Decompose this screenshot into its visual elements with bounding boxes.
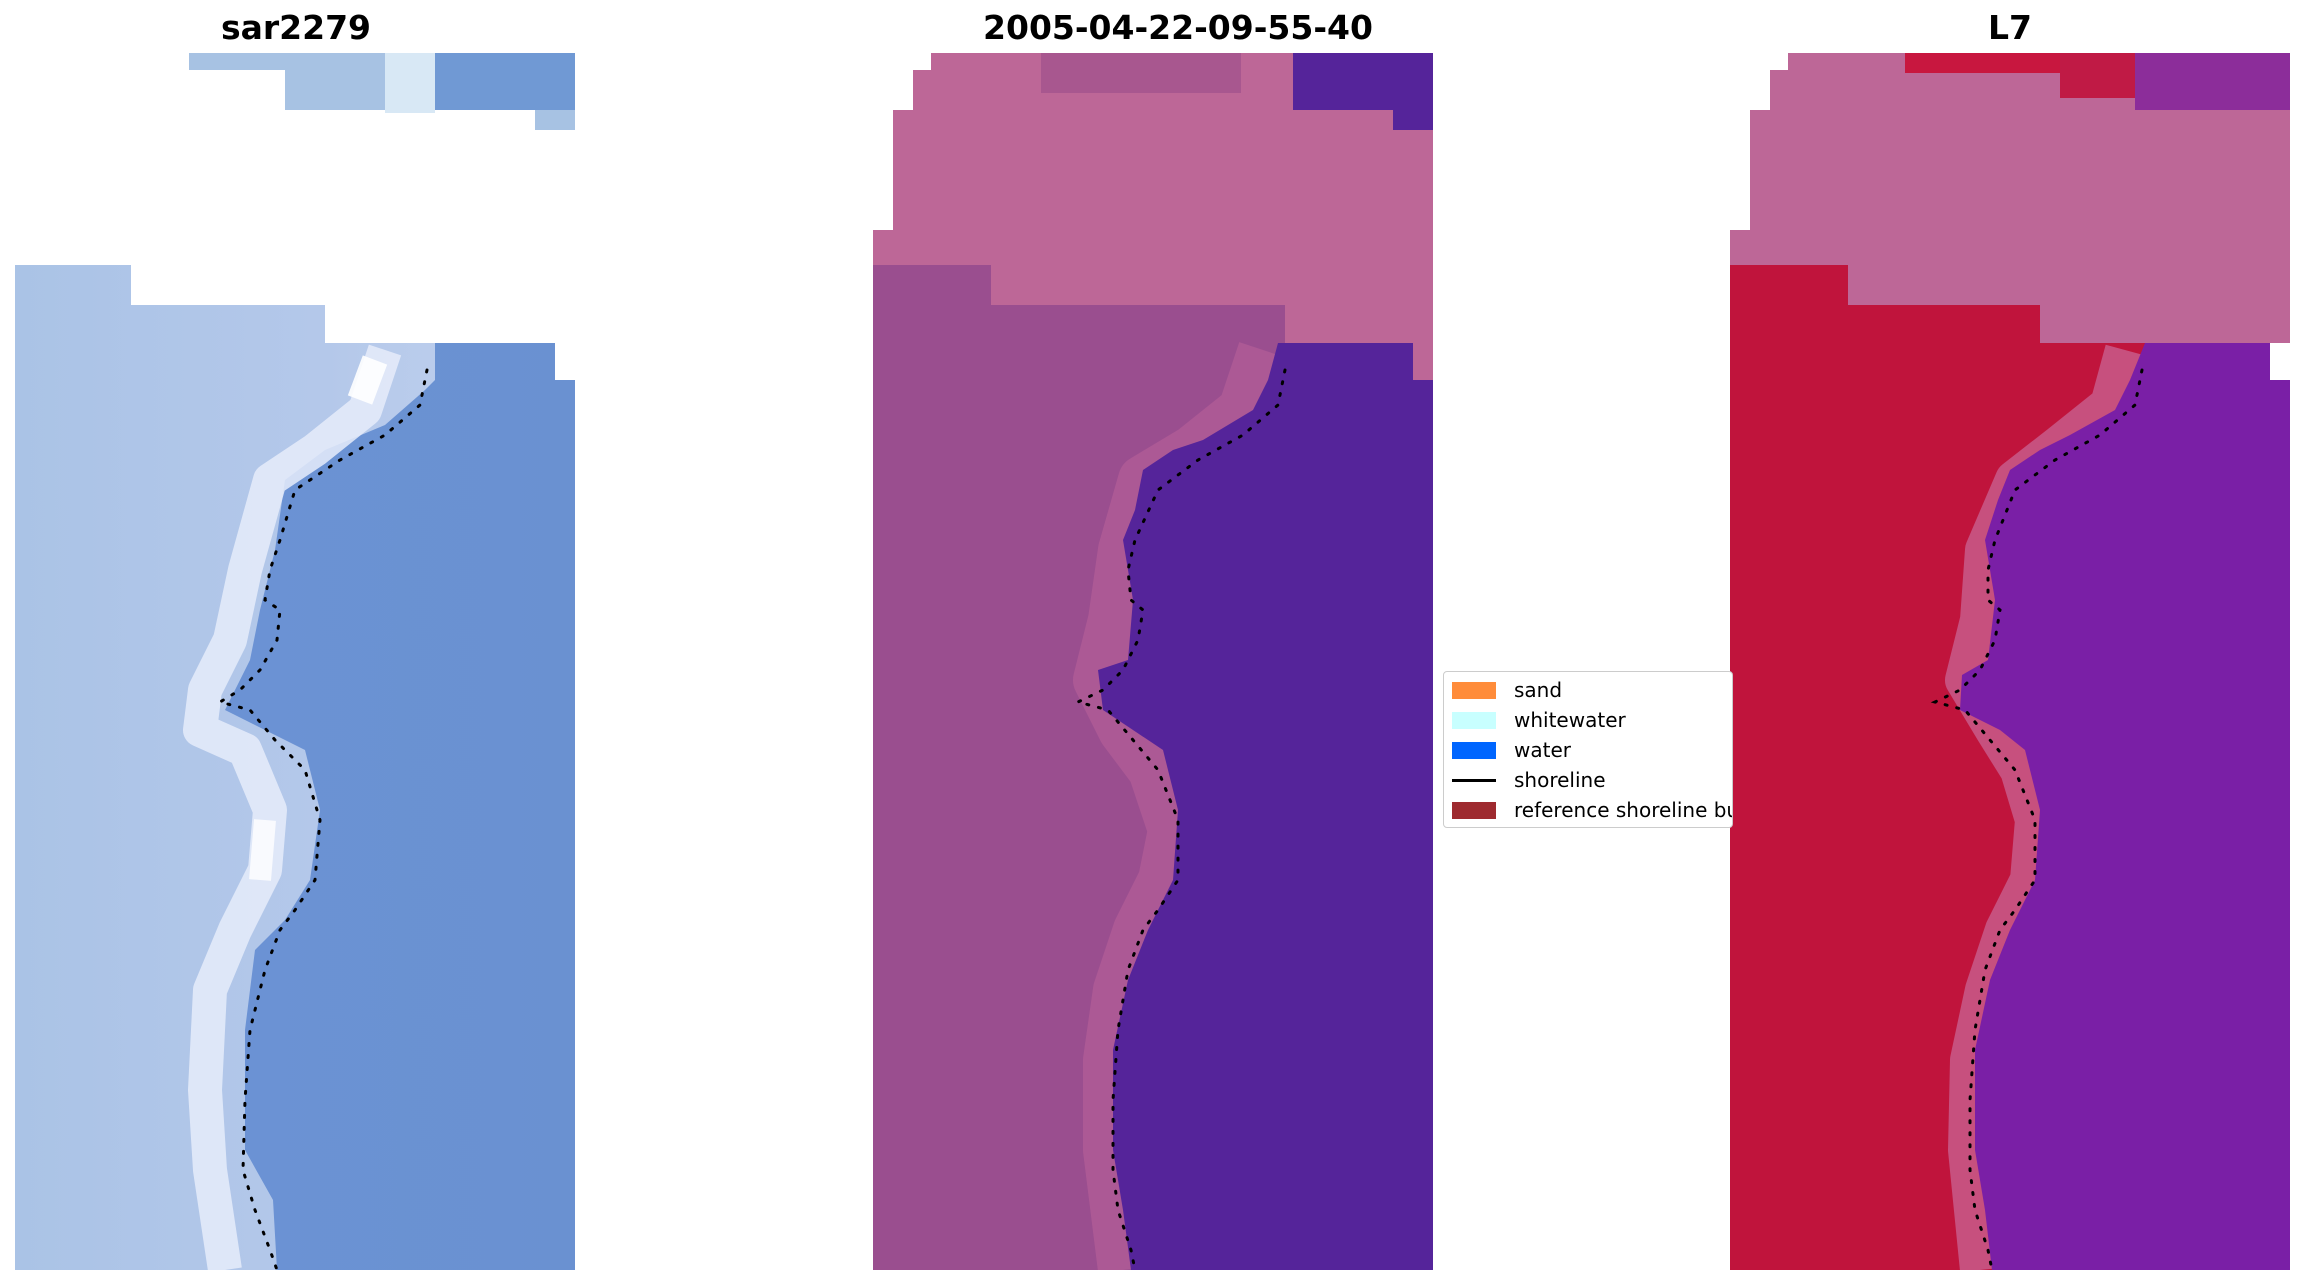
classified-image-panel [873,50,1433,1270]
legend-label: water [1514,738,1571,762]
classified-top-water [1293,53,1433,130]
panel-title-3: L7 [1988,8,2032,47]
legend-swatch-whitewater [1452,711,1496,729]
legend-label: whitewater [1514,708,1626,732]
legend-line-shoreline [1452,778,1496,782]
rgb-shoreline [216,368,429,1270]
panel-title-1: sar2279 [220,8,372,47]
panel-title-2: 2005-04-22-09-55-40 [983,8,1373,47]
legend: sand whitewater water shoreline referenc… [1443,671,1733,828]
legend-entry-water: water [1452,738,1571,762]
rgb-water [225,343,575,1270]
rgb-top-water [435,53,575,110]
legend-entry-shoreline: shoreline [1452,768,1606,792]
rgb-whitewater [183,344,402,1270]
legend-swatch-sand [1452,681,1496,699]
classified-image [873,53,1433,1270]
classified-cloud [873,53,1433,380]
l7-water [1960,343,2290,1270]
rgb-image-panel [15,50,575,1270]
l7-top-red-2 [2060,53,2135,98]
legend-swatch-water [1452,741,1496,759]
rgb-top-surf [385,53,435,113]
classified-water [1098,343,1433,1270]
l7-cloud [1730,53,2290,343]
false-color-image [1730,53,2290,1270]
legend-swatch-reference-buffer [1452,801,1496,819]
false-color-panel [1730,50,2290,1270]
classified-top-purple [1041,53,1241,93]
legend-entry-reference-buffer: reference shoreline buffer [1452,798,1732,822]
legend-label: shoreline [1514,768,1606,792]
legend-label: sand [1514,678,1563,702]
rgb-image [15,53,575,1270]
legend-entry-sand: sand [1452,678,1562,702]
legend-label: reference shoreline buffer [1514,798,1732,822]
legend-entry-whitewater: whitewater [1452,708,1626,732]
l7-top-purple [2135,53,2290,110]
